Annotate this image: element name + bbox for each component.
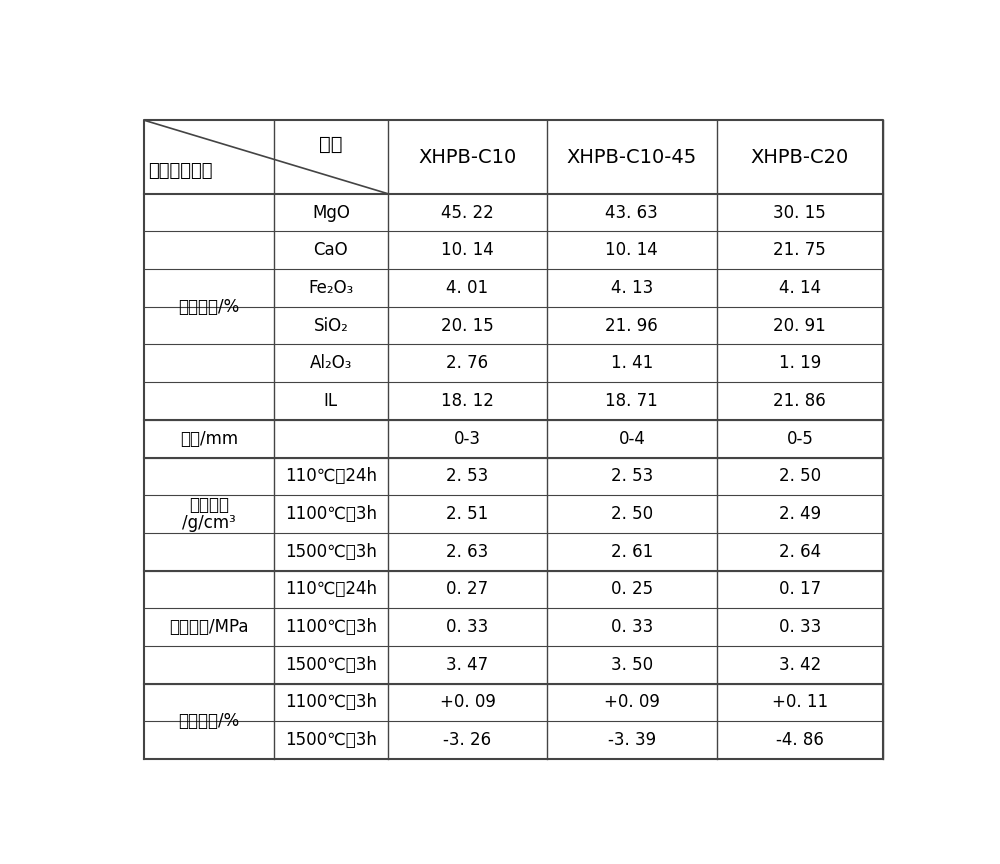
- Text: 体积密度: 体积密度: [189, 496, 229, 513]
- Text: 0. 33: 0. 33: [779, 618, 821, 636]
- Text: 110℃，24h: 110℃，24h: [285, 467, 377, 486]
- Text: 10. 14: 10. 14: [441, 241, 494, 259]
- Text: MgO: MgO: [312, 204, 350, 221]
- Text: 10. 14: 10. 14: [605, 241, 658, 259]
- Text: 45. 22: 45. 22: [441, 204, 494, 221]
- Text: Fe₂O₃: Fe₂O₃: [308, 279, 353, 297]
- Text: 0. 17: 0. 17: [779, 581, 821, 599]
- Text: 43. 63: 43. 63: [605, 204, 658, 221]
- Text: 3. 42: 3. 42: [779, 656, 821, 674]
- Text: 18. 71: 18. 71: [605, 392, 658, 410]
- Text: 1500℃，3h: 1500℃，3h: [285, 731, 377, 749]
- Text: 0. 33: 0. 33: [611, 618, 653, 636]
- Text: 2. 61: 2. 61: [611, 543, 653, 561]
- Text: 20. 91: 20. 91: [773, 316, 826, 334]
- Text: 线变化率/%: 线变化率/%: [178, 712, 240, 730]
- Text: /g/cm³: /g/cm³: [182, 514, 236, 532]
- Text: 2. 50: 2. 50: [779, 467, 821, 486]
- Text: 1100℃，3h: 1100℃，3h: [285, 694, 377, 711]
- Text: 4. 13: 4. 13: [611, 279, 653, 297]
- Text: 1500℃，3h: 1500℃，3h: [285, 543, 377, 561]
- Text: 0-5: 0-5: [786, 429, 813, 448]
- Text: 2. 53: 2. 53: [446, 467, 489, 486]
- Text: CaO: CaO: [314, 241, 348, 259]
- Text: 2. 63: 2. 63: [446, 543, 489, 561]
- Text: 2. 64: 2. 64: [779, 543, 821, 561]
- Text: 检测项目指标: 检测项目指标: [148, 162, 213, 180]
- Text: 0. 27: 0. 27: [446, 581, 489, 599]
- Text: 2. 53: 2. 53: [611, 467, 653, 486]
- Text: 1100℃，3h: 1100℃，3h: [285, 618, 377, 636]
- Text: 4. 14: 4. 14: [779, 279, 821, 297]
- Text: 20. 15: 20. 15: [441, 316, 494, 334]
- Text: 0. 25: 0. 25: [611, 581, 653, 599]
- Text: 1. 19: 1. 19: [779, 354, 821, 372]
- Text: 1500℃，3h: 1500℃，3h: [285, 656, 377, 674]
- Text: 30. 15: 30. 15: [773, 204, 826, 221]
- Text: 2. 76: 2. 76: [446, 354, 489, 372]
- Text: 粒度/mm: 粒度/mm: [180, 429, 238, 448]
- Text: XHPB-C20: XHPB-C20: [751, 148, 849, 167]
- Text: IL: IL: [324, 392, 338, 410]
- Text: -4. 86: -4. 86: [776, 731, 824, 749]
- Text: 化学成分/%: 化学成分/%: [178, 298, 240, 316]
- Text: Al₂O₃: Al₂O₃: [310, 354, 352, 372]
- Text: 3. 50: 3. 50: [611, 656, 653, 674]
- Text: 4. 01: 4. 01: [446, 279, 489, 297]
- Text: 21. 86: 21. 86: [773, 392, 826, 410]
- Text: XHPB-C10-45: XHPB-C10-45: [567, 148, 697, 167]
- Text: 牌号: 牌号: [319, 136, 343, 155]
- Text: 18. 12: 18. 12: [441, 392, 494, 410]
- Text: 3. 47: 3. 47: [446, 656, 489, 674]
- Text: XHPB-C10: XHPB-C10: [418, 148, 517, 167]
- Text: 21. 96: 21. 96: [605, 316, 658, 334]
- Text: 1. 41: 1. 41: [611, 354, 653, 372]
- Text: 110℃，24h: 110℃，24h: [285, 581, 377, 599]
- Text: 0. 33: 0. 33: [446, 618, 489, 636]
- Text: +0. 09: +0. 09: [604, 694, 660, 711]
- Text: 0-4: 0-4: [618, 429, 645, 448]
- Text: SiO₂: SiO₂: [313, 316, 348, 334]
- Text: +0. 11: +0. 11: [772, 694, 828, 711]
- Text: 0-3: 0-3: [454, 429, 481, 448]
- Text: 2. 50: 2. 50: [611, 505, 653, 523]
- Text: 抗折强度/MPa: 抗折强度/MPa: [169, 618, 249, 636]
- Text: 1100℃，3h: 1100℃，3h: [285, 505, 377, 523]
- Text: 2. 49: 2. 49: [779, 505, 821, 523]
- Text: -3. 39: -3. 39: [608, 731, 656, 749]
- Text: 2. 51: 2. 51: [446, 505, 489, 523]
- Text: +0. 09: +0. 09: [440, 694, 495, 711]
- Text: 21. 75: 21. 75: [773, 241, 826, 259]
- Text: -3. 26: -3. 26: [443, 731, 492, 749]
